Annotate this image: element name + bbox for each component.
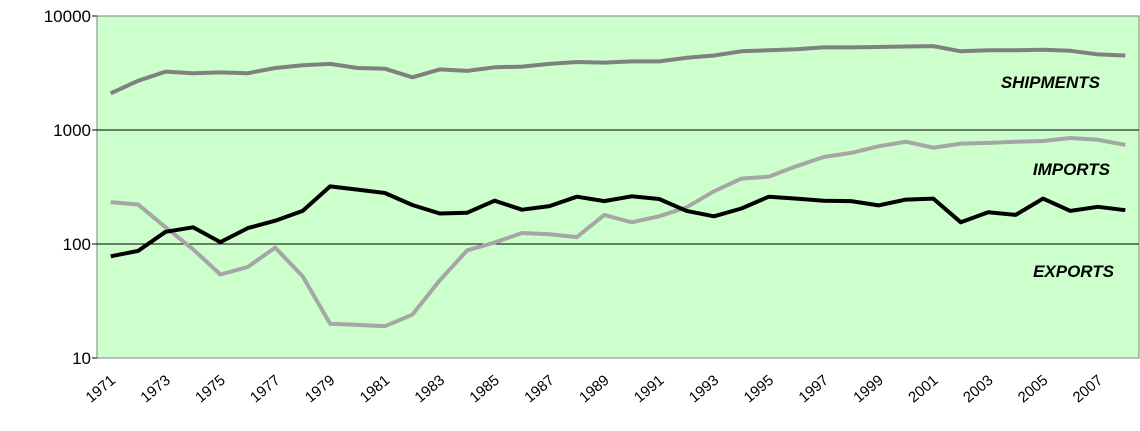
x-tick-label: 1985 bbox=[466, 372, 502, 406]
series-label: SHIPMENTS bbox=[1001, 73, 1101, 92]
x-tick-label: 1991 bbox=[631, 372, 667, 406]
series-label: EXPORTS bbox=[1033, 262, 1115, 281]
x-tick-label: 2007 bbox=[1070, 372, 1106, 406]
x-tick-label: 1971 bbox=[83, 372, 119, 406]
x-tick-label: 1983 bbox=[412, 372, 448, 406]
plot-area bbox=[96, 15, 1140, 359]
x-tick-label: 1977 bbox=[247, 372, 283, 406]
y-tick-label: 1000 bbox=[53, 121, 91, 140]
x-tick-label: 1975 bbox=[192, 372, 228, 406]
series-label: IMPORTS bbox=[1033, 160, 1111, 179]
x-tick-label: 1997 bbox=[795, 372, 831, 406]
x-tick-label: 1981 bbox=[357, 372, 393, 406]
x-tick-label: 1995 bbox=[741, 372, 777, 406]
x-tick-label: 2005 bbox=[1015, 372, 1051, 406]
x-tick-label: 1993 bbox=[686, 372, 722, 406]
x-tick-label: 1973 bbox=[137, 372, 173, 406]
x-tick-label: 1989 bbox=[576, 372, 612, 406]
line-series bbox=[109, 44, 1126, 96]
x-tick-label: 1987 bbox=[521, 372, 557, 406]
y-tick-label: 10 bbox=[72, 349, 91, 368]
y-tick-label: 10000 bbox=[44, 7, 91, 26]
line-series bbox=[110, 184, 1126, 259]
x-tick-label: 1979 bbox=[302, 372, 338, 406]
x-tick-label: 2001 bbox=[905, 372, 941, 406]
line-series bbox=[110, 136, 1126, 329]
y-tick-label: 100 bbox=[63, 235, 91, 254]
x-tick-label: 2003 bbox=[960, 372, 996, 406]
x-tick-label: 1999 bbox=[850, 372, 886, 406]
